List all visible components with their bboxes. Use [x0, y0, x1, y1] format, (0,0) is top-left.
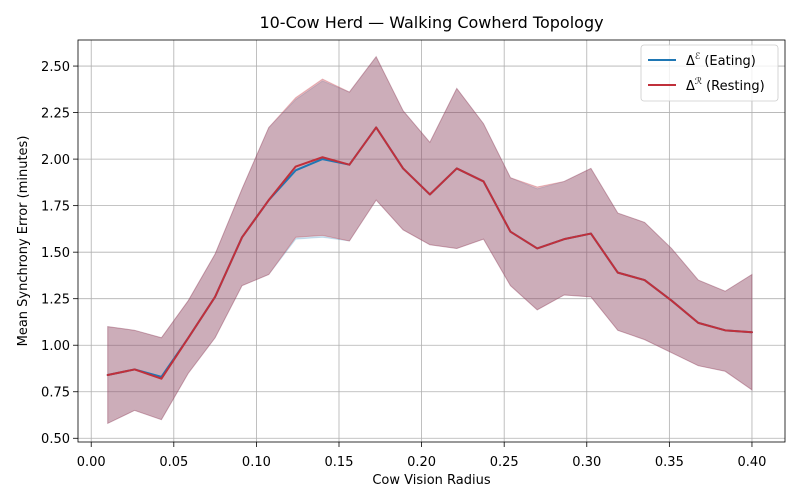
- x-tick-label: 0.10: [242, 455, 271, 470]
- x-axis-label: Cow Vision Radius: [372, 473, 491, 488]
- data-point-resting: [186, 336, 190, 340]
- data-point-resting: [508, 230, 512, 234]
- legend-superscript: ℛ: [695, 77, 702, 87]
- x-tick-label: 0.40: [737, 455, 766, 470]
- data-point-resting: [643, 278, 647, 282]
- legend-symbol: Δ: [686, 79, 695, 94]
- band-eating: [107, 55, 753, 425]
- data-point-resting: [455, 166, 459, 170]
- data-point-resting: [159, 377, 163, 381]
- y-tick-label: 2.50: [41, 60, 70, 75]
- x-tick-label: 0.30: [572, 455, 601, 470]
- x-tick-label: 0.25: [490, 455, 519, 470]
- y-axis-label: Mean Synchrony Error (minutes): [16, 136, 31, 347]
- series-lines: [106, 125, 754, 381]
- x-tick-label: 0.15: [325, 455, 354, 470]
- x-tick-label: 0.05: [159, 455, 188, 470]
- grid-lines: [78, 40, 785, 442]
- legend: Δℰ (Eating) Δℛ (Resting): [640, 44, 779, 102]
- legend-symbol: Δ: [686, 54, 695, 69]
- data-point-resting: [213, 295, 217, 299]
- y-tick-label: 2.25: [41, 106, 70, 121]
- y-tick-label: 0.50: [41, 432, 70, 447]
- data-point-resting: [670, 299, 674, 303]
- legend-label-resting: Δℛ (Resting): [686, 77, 765, 94]
- data-point-resting: [106, 373, 110, 377]
- confidence-bands: [107, 55, 753, 425]
- legend-text: (Eating): [704, 54, 756, 69]
- y-tick-label: 2.00: [41, 153, 70, 168]
- axes-frame: [77, 39, 786, 443]
- data-point-resting: [267, 198, 271, 202]
- y-tick-label: 1.25: [41, 292, 70, 307]
- x-tick-label: 0.00: [77, 455, 106, 470]
- axis-ticks: 0.00 0.05 0.10 0.15 0.20 0.25 0.30 0.35 0.40 0.50…: [41, 60, 766, 470]
- data-point-resting: [535, 246, 539, 250]
- data-point-resting: [750, 330, 754, 334]
- data-point-resting: [482, 179, 486, 183]
- x-tick-label: 0.20: [407, 455, 436, 470]
- series-line-resting: [106, 126, 753, 380]
- data-point-resting: [696, 321, 700, 325]
- data-point-resting: [240, 235, 244, 239]
- y-tick-label: 1.75: [41, 199, 70, 214]
- y-tick-label: 1.50: [41, 246, 70, 261]
- legend-text: (Resting): [706, 79, 765, 94]
- x-tick-label: 0.35: [655, 455, 684, 470]
- data-point-resting: [616, 271, 620, 275]
- data-point-resting: [562, 237, 566, 241]
- y-tick-label: 0.75: [41, 385, 70, 400]
- legend-label-eating: Δℰ (Eating): [686, 52, 756, 69]
- data-point-resting: [347, 163, 351, 167]
- legend-superscript: ℰ: [695, 52, 701, 62]
- y-tick-label: 1.00: [41, 339, 70, 354]
- data-point-resting: [374, 125, 378, 129]
- data-point-resting: [294, 165, 298, 169]
- data-point-resting: [428, 192, 432, 196]
- data-point-resting: [723, 328, 727, 332]
- band-resting: [107, 55, 753, 425]
- chart-title: 10-Cow Herd — Walking Cowherd Topology: [259, 13, 603, 32]
- data-point-resting: [401, 166, 405, 170]
- data-point-resting: [133, 367, 137, 371]
- data-point-resting: [589, 232, 593, 236]
- data-point-resting: [320, 155, 324, 159]
